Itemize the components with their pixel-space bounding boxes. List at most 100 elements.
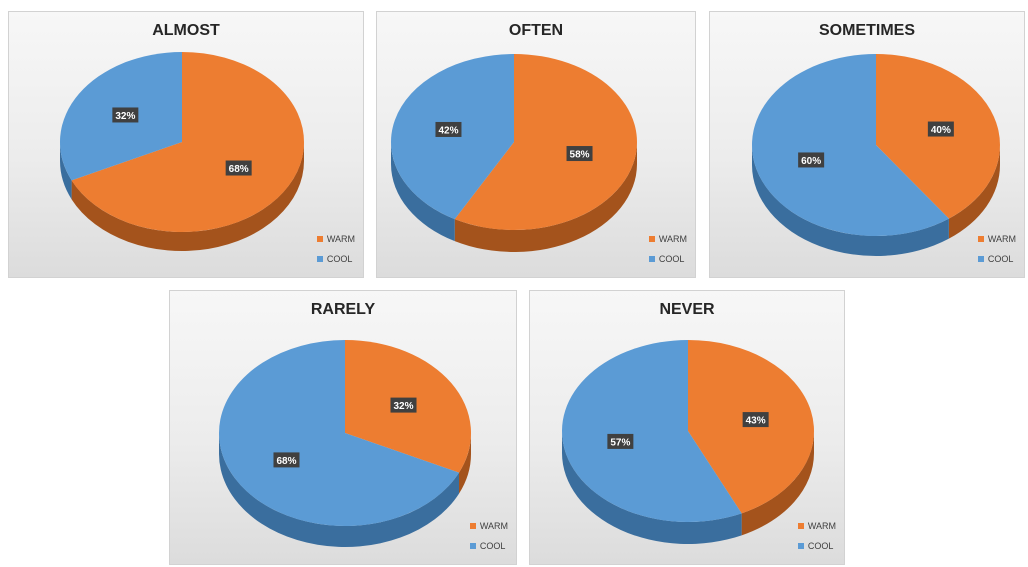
- pie-side-warm: [454, 142, 637, 253]
- data-label-text: 43%: [746, 416, 766, 427]
- legend-swatch-warm: [977, 236, 984, 242]
- data-label-box: [798, 152, 825, 168]
- data-label-box: [112, 107, 139, 123]
- legend-label-warm: WARM: [479, 521, 508, 531]
- data-label-box: [435, 121, 462, 137]
- pie-slice-cool: [752, 54, 949, 236]
- data-label-text: 60%: [801, 156, 821, 167]
- legend-item-cool: COOL: [469, 536, 508, 556]
- legend-label-warm: WARM: [807, 521, 836, 531]
- legend-label-warm: WARM: [658, 234, 687, 244]
- data-label-text: 58%: [570, 150, 590, 161]
- pie-plot: 43% 57%: [562, 340, 814, 544]
- chart-title: SOMETIMES: [818, 22, 915, 39]
- pie-side-warm: [71, 142, 304, 251]
- pie-side-cool: [562, 431, 742, 544]
- data-label-text: 32%: [394, 401, 414, 412]
- legend-item-cool: COOL: [977, 249, 1016, 269]
- legend-item-warm: WARM: [797, 516, 836, 536]
- legend-swatch-cool: [316, 256, 323, 262]
- legend-label-cool: COOL: [807, 541, 834, 551]
- chart-title: ALMOST: [152, 22, 220, 39]
- pie-slice-cool: [562, 340, 742, 522]
- data-label-text: 32%: [115, 111, 135, 122]
- data-label-box: [390, 397, 417, 413]
- data-label-warm: 58%: [566, 146, 593, 162]
- legend-label-cool: COOL: [479, 541, 506, 551]
- pie-slice-warm: [454, 54, 637, 230]
- data-label-warm: 43%: [742, 412, 769, 428]
- legend-swatch-warm: [316, 236, 323, 242]
- data-label-warm: 32%: [390, 397, 417, 413]
- chart-title: NEVER: [659, 301, 715, 318]
- legend-swatch-warm: [469, 523, 476, 529]
- legend-swatch-warm: [648, 236, 655, 242]
- pie-side-warm: [948, 145, 1000, 239]
- legend-swatch-cool: [648, 256, 655, 262]
- pie-chart-almost: 68% 32% ALMOST WARM COOL: [8, 11, 364, 278]
- legend: WARM COOL: [797, 516, 836, 556]
- legend: WARM COOL: [469, 516, 508, 556]
- data-label-text: 42%: [438, 125, 458, 136]
- pie-side-cool: [752, 145, 949, 256]
- pie-side-walls: [60, 142, 304, 251]
- legend: WARM COOL: [977, 229, 1016, 269]
- legend-swatch-cool: [797, 543, 804, 549]
- data-label-cool: 68%: [273, 452, 300, 468]
- legend-swatch-cool: [469, 543, 476, 549]
- pie-plot: 68% 32%: [59, 52, 304, 251]
- pie-side-cool: [219, 433, 460, 547]
- data-label-warm: 40%: [927, 121, 954, 137]
- pie-side-cool: [60, 142, 72, 200]
- legend: WARM COOL: [648, 229, 687, 269]
- data-label-cool: 42%: [435, 121, 462, 137]
- data-label-box: [607, 433, 634, 449]
- pie-plot: 40% 60%: [752, 54, 1000, 256]
- legend-item-cool: COOL: [648, 249, 687, 269]
- legend-label-cool: COOL: [658, 254, 685, 264]
- pie-plot: 58% 42%: [390, 54, 637, 253]
- pie-chart-never: 43% 57% NEVER WARM COOL: [529, 290, 845, 565]
- data-label-text: 57%: [610, 437, 630, 448]
- pie-slice-cool: [219, 340, 460, 526]
- data-label-cool: 32%: [112, 107, 139, 123]
- legend-item-cool: COOL: [316, 249, 355, 269]
- data-label-cool: 60%: [798, 152, 825, 168]
- legend-swatch-cool: [977, 256, 984, 262]
- chart-title: RARELY: [310, 301, 376, 318]
- pie-side-cool: [391, 142, 455, 242]
- data-label-box: [927, 121, 954, 137]
- data-label-box: [566, 146, 593, 162]
- pie-plot: 32% 68%: [219, 340, 472, 547]
- data-label-text: 68%: [276, 456, 296, 467]
- legend: WARM COOL: [316, 229, 355, 269]
- pie-side-walls: [391, 142, 637, 253]
- data-label-text: 40%: [931, 125, 951, 136]
- pie-slice-warm: [71, 52, 304, 232]
- pie-chart-often: 58% 42% OFTEN WARM COOL: [376, 11, 696, 278]
- data-label-box: [273, 452, 300, 468]
- pie-side-walls: [219, 433, 471, 547]
- legend-item-warm: WARM: [977, 229, 1016, 249]
- pie-side-walls: [752, 145, 1000, 256]
- data-label-text: 68%: [229, 164, 249, 175]
- pie-chart-rarely: 32% 68% RARELY WARM COOL: [169, 290, 517, 565]
- legend-item-warm: WARM: [648, 229, 687, 249]
- pie-side-warm: [741, 431, 814, 536]
- legend-label-warm: WARM: [987, 234, 1016, 244]
- legend-label-warm: WARM: [326, 234, 355, 244]
- data-label-warm: 68%: [225, 160, 252, 176]
- data-label-box: [742, 412, 769, 428]
- legend-swatch-warm: [797, 523, 804, 529]
- data-label-box: [225, 160, 252, 176]
- legend-label-cool: COOL: [326, 254, 353, 264]
- pie-side-walls: [562, 431, 814, 544]
- legend-label-cool: COOL: [987, 254, 1014, 264]
- chart-title: OFTEN: [508, 22, 564, 39]
- legend-item-warm: WARM: [469, 516, 508, 536]
- data-label-cool: 57%: [607, 433, 634, 449]
- legend-item-cool: COOL: [797, 536, 836, 556]
- pie-chart-sometimes: 40% 60% SOMETIMES WARM COOL: [709, 11, 1025, 278]
- pie-side-warm: [459, 433, 471, 494]
- legend-item-warm: WARM: [316, 229, 355, 249]
